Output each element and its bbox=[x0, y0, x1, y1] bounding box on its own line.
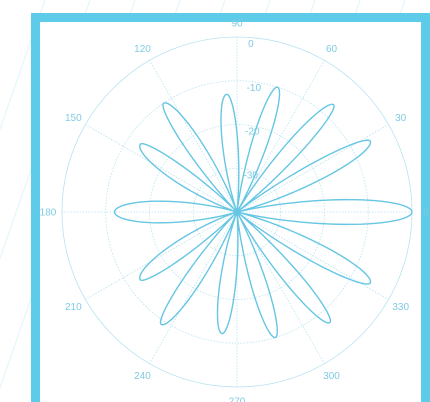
radial-tick-label: -10 bbox=[247, 83, 262, 94]
polar-labels: 0 30 60 90 120 150 180 210 240 270 300 330 -30 -20 -10… bbox=[40, 19, 430, 402]
angular-tick-label: 150 bbox=[65, 113, 82, 124]
angular-tick-label: 30 bbox=[395, 113, 407, 124]
angular-tick-label: 0 bbox=[423, 208, 429, 219]
angular-grid-spoke bbox=[236, 211, 325, 364]
angular-tick-label: 330 bbox=[392, 302, 409, 313]
radial-tick-label: -20 bbox=[245, 127, 260, 138]
polar-curve-group bbox=[113, 86, 413, 339]
polar-grid bbox=[61, 36, 413, 388]
angular-grid-spoke bbox=[236, 124, 389, 213]
angular-grid-spoke bbox=[236, 60, 325, 213]
angular-tick-label: 270 bbox=[229, 397, 246, 402]
angular-tick-label: 240 bbox=[134, 371, 151, 382]
polar-pattern-curve bbox=[113, 86, 413, 339]
angular-grid-spoke bbox=[149, 211, 238, 364]
angular-tick-label: 120 bbox=[134, 44, 151, 55]
radial-grid-circle bbox=[105, 80, 369, 344]
angular-tick-label: 90 bbox=[231, 19, 243, 30]
angular-grid-spoke bbox=[85, 211, 238, 300]
background-stroke bbox=[0, 0, 46, 132]
angular-tick-label: 60 bbox=[326, 44, 338, 55]
radial-tick-label: 0 bbox=[248, 39, 254, 50]
angular-tick-label: 210 bbox=[65, 302, 82, 313]
angular-grid-spoke bbox=[85, 124, 238, 213]
angular-tick-label: 180 bbox=[40, 208, 57, 219]
radial-grid-circle bbox=[192, 167, 282, 257]
radial-tick-label: -30 bbox=[244, 170, 259, 181]
angular-grid-spoke bbox=[236, 211, 389, 300]
chart-frame bbox=[31, 13, 430, 402]
angular-tick-label: 300 bbox=[323, 371, 340, 382]
angular-grid-spoke bbox=[149, 60, 238, 213]
